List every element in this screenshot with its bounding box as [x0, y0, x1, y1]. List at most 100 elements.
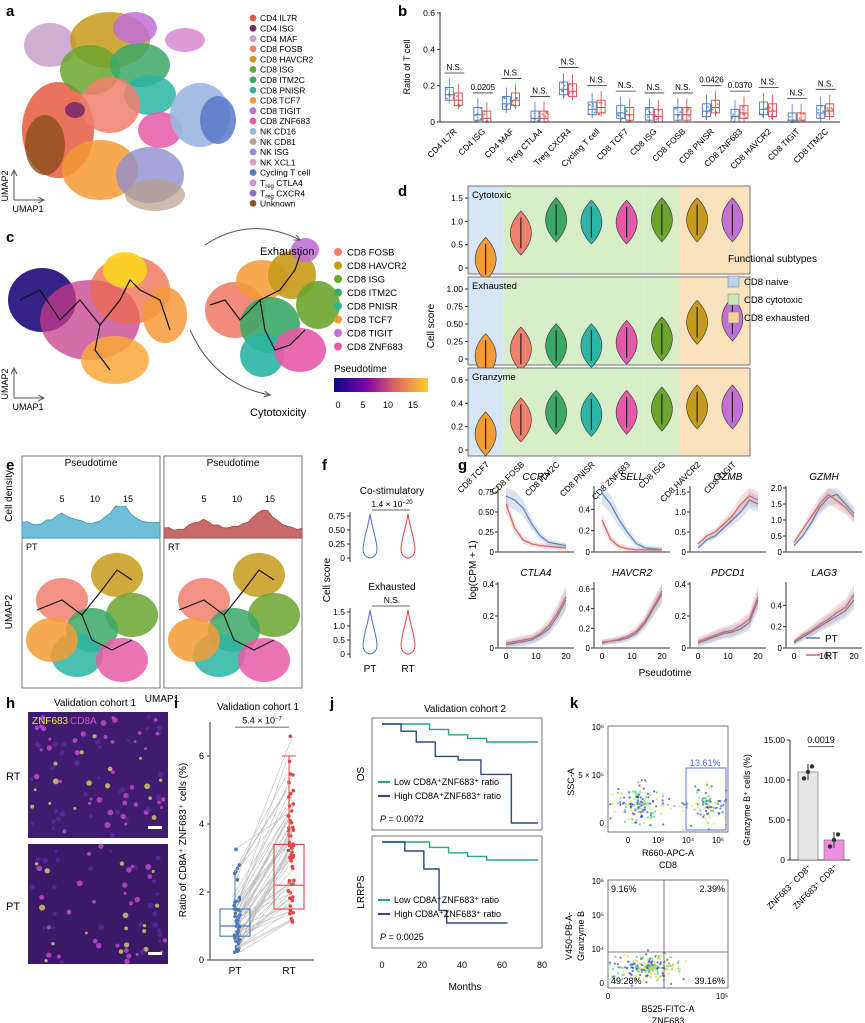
panel-b-pvalue: 0.0205	[471, 83, 496, 92]
panel-c-axis-x: UMAP1	[12, 402, 43, 412]
panel-b-xtick: CD4 IL7R	[425, 126, 458, 159]
panel-g-xtick: 10	[723, 651, 733, 661]
panel-d-ytick: 0	[458, 445, 463, 455]
panel-f-xtick: PT	[364, 664, 377, 675]
legend-d-label: CD8 naive	[744, 277, 788, 288]
panel-b-box	[825, 103, 835, 118]
panel-k-top-xtick: 10⁴	[682, 836, 695, 845]
panel-e-group-label: PT	[26, 542, 38, 552]
panel-g-ytick: 0.75	[478, 488, 494, 497]
panel-g-ytick: 1.5	[675, 488, 687, 497]
panel-label-h: h	[6, 695, 15, 712]
legend-a-label: Treg CTLA4	[260, 178, 303, 190]
panel-h-title: Validation cohort 1	[54, 698, 137, 709]
legend-c-swatch	[334, 288, 342, 297]
panel-b-box	[759, 101, 769, 116]
panel-g-gene-title: PDCD1	[711, 568, 745, 579]
panel-b-pvalue: N.S.	[647, 83, 663, 92]
panel-g-ytick: 0.2	[579, 624, 591, 633]
cluster-cd4-maf	[24, 23, 76, 67]
panel-g-ytick: 1.0	[771, 516, 783, 525]
panel-label-b: b	[398, 3, 407, 20]
panel-b-box	[768, 103, 778, 118]
legend-c-label: CD8 ZNF683	[347, 342, 403, 353]
panel-g-ytick: 0.2	[675, 612, 687, 621]
panel-d-ytick: 0	[458, 354, 463, 364]
legend-a-swatch	[249, 127, 257, 135]
legend-a-swatch	[249, 179, 257, 187]
legend-a-swatch	[249, 107, 257, 115]
panel-k-bar-xtick: ZNF683⁻ CD8⁺	[765, 862, 814, 911]
legend-a-label: NK XCL1	[260, 157, 296, 167]
panel-f-ylabel: Cell score	[322, 557, 333, 602]
panel-g-ytick: 0.5	[771, 532, 783, 541]
panel-k-bar-ytick: 15.00	[764, 735, 786, 745]
cluster-treg	[165, 28, 205, 52]
panel-b-ylabel: Ratio of T cell	[402, 40, 412, 95]
panel-k-bottom-ylabel2: Granzyme B	[576, 911, 586, 961]
cluster-cycling	[200, 96, 236, 144]
panel-i-ylabel: Ratio of CD8A⁺ ZNF683⁺ cells (%)	[178, 763, 189, 918]
legend-c-swatch	[334, 302, 342, 310]
panel-b-box	[453, 92, 463, 107]
panel-a-umap: UMAP2 UMAP1	[0, 12, 236, 214]
panel-d-ytick: 1.0	[451, 216, 463, 226]
panel-j-pvalue: P = 0.0025	[380, 932, 424, 942]
legend-a-swatch	[249, 97, 257, 104]
panel-j-survival: Validation cohort 2 OS Low CD8A⁺ZNF683⁺ ra…	[356, 704, 547, 993]
panel-g-xtick: 0	[792, 651, 797, 661]
pseudotime-colorbar-title: Pseudotime	[334, 364, 387, 375]
panel-k-gate-pct: 13.61%	[690, 758, 721, 768]
panel-g-gene-title: CTLA4	[520, 568, 552, 579]
panel-j-legend-label: Low CD8A⁺ZNF683⁺ ratio	[394, 895, 499, 905]
legend-a-swatch	[249, 200, 257, 207]
panel-i-title: Validation cohort 1	[217, 702, 300, 713]
panel-b-pvalue: N.S.	[618, 81, 634, 90]
legend-a-label: Cycling T cell	[260, 168, 310, 178]
panel-k-bottom-xtick: 10⁵	[716, 992, 728, 1001]
panel-b-boxplot: 0 0.2 0.4 0.6 Ratio of T cell N.S. CD4 IL7R 0.0…	[402, 8, 840, 171]
legend-c-swatch	[334, 275, 342, 283]
panel-d-ytick: 0.4	[451, 398, 463, 408]
panel-c-legend: CD8 FOSB CD8 HAVCR2 CD8 ISG CD8 ITM2C CD8 PN…	[334, 248, 406, 353]
panel-g-xtick: 10	[627, 651, 637, 661]
panel-k-bottom-ylabel1: V450-PB-A-	[564, 912, 574, 960]
panel-j-legend-label: High CD8A⁺ZNF683⁺ ratio	[394, 791, 501, 801]
panel-j-xtick: 20	[417, 960, 427, 970]
pseudotime-tick: 5	[360, 400, 365, 410]
panel-g-line	[793, 599, 855, 644]
panel-i-ytick: 6	[199, 751, 204, 761]
panel-label-j: j	[329, 695, 334, 712]
panel-b-box	[568, 83, 578, 98]
legend-c-swatch	[334, 342, 342, 351]
panel-i-pvalue: 5.4 × 10−7	[242, 716, 282, 726]
panel-d-row-title: Cytotoxic	[472, 190, 511, 201]
panel-b-ytick: 0	[430, 117, 435, 127]
panel-j-xtick: 80	[537, 960, 547, 970]
panel-k-bar	[797, 771, 819, 861]
panel-j-ylabel: LRRPS	[356, 875, 367, 909]
panel-d-ylabel: Cell score	[426, 303, 437, 348]
panel-j-pvalue: P = 0.0072	[380, 814, 424, 824]
panel-f-xtick: RT	[401, 664, 414, 675]
panel-g-xtick: 20	[753, 651, 763, 661]
panel-label-i: i	[174, 695, 178, 712]
panel-b-pvalue: 0.0426	[699, 76, 724, 85]
panel-g-ytick: 0.2	[579, 527, 591, 536]
panel-j-ylabel: OS	[356, 766, 367, 781]
legend-c-swatch	[334, 329, 342, 337]
legend-a-swatch	[249, 138, 257, 145]
panel-b-box	[739, 105, 749, 119]
legend-a-swatch	[249, 45, 257, 53]
panel-b-box	[644, 107, 654, 121]
panel-b-pvalue: N.S.	[504, 68, 520, 77]
legend-a-label: CD8 PNISR	[260, 85, 305, 95]
panel-g-xtick: 0	[696, 651, 701, 661]
panel-e-tick: 15	[265, 494, 275, 504]
legend-a-swatch	[249, 35, 257, 42]
panel-k-top-xtick: 0	[626, 836, 631, 845]
panel-g-ytick: 0	[586, 548, 591, 557]
